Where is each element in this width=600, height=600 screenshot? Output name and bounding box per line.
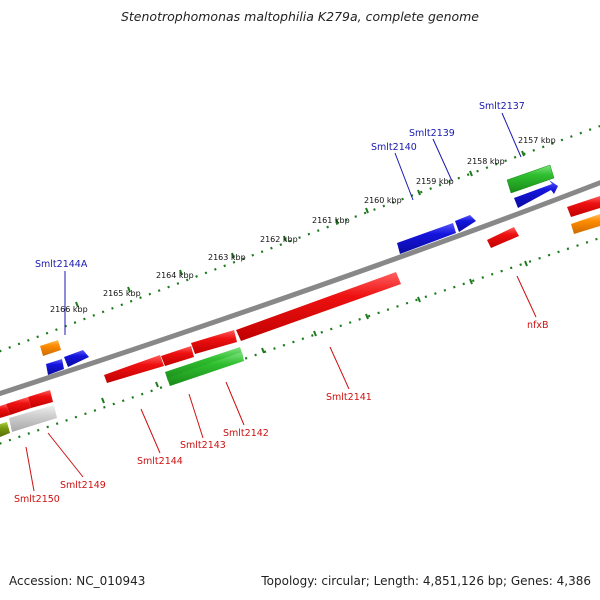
tick-label-2158: 2158 kbp	[467, 157, 505, 166]
gene-feature[interactable]	[455, 215, 476, 232]
gene-feature[interactable]	[0, 422, 10, 437]
tick-label-2161: 2161 kbp	[312, 216, 350, 225]
reverse-tick-track	[0, 236, 600, 445]
gene-feature[interactable]	[236, 272, 401, 341]
gene-label-smlt2140[interactable]: Smlt2140	[371, 142, 417, 153]
gene-feature[interactable]	[567, 196, 600, 217]
gene-label-smlt2150[interactable]: Smlt2150	[14, 494, 60, 505]
gene-feature[interactable]	[487, 227, 519, 248]
gene-feature[interactable]	[0, 404, 10, 418]
gene-feature[interactable]	[397, 223, 456, 254]
tick-label-2159: 2159 kbp	[416, 177, 454, 186]
tick-label-2160: 2160 kbp	[364, 196, 402, 205]
gene-feature[interactable]	[161, 346, 194, 366]
gene-feature[interactable]	[64, 350, 89, 367]
gene-feature[interactable]	[40, 340, 61, 356]
gene-label-smlt2139[interactable]: Smlt2139	[409, 128, 455, 139]
forward-major-ticks	[75, 150, 525, 308]
gene-label-smlt2141[interactable]: Smlt2141	[326, 392, 372, 403]
genome-summary-text: Topology: circular; Length: 4,851,126 bp…	[261, 574, 591, 588]
gene-feature[interactable]	[506, 164, 555, 194]
gene-feature[interactable]	[6, 397, 31, 415]
gene-feature[interactable]	[167, 352, 244, 386]
reverse-major-ticks	[47, 260, 528, 420]
accession-text: Accession: NC_010943	[9, 574, 146, 588]
gene-feature[interactable]	[28, 390, 53, 408]
gene-label-smlt2142[interactable]: Smlt2142	[223, 428, 269, 439]
gene-label-smlt2144[interactable]: Smlt2144	[137, 456, 183, 467]
gene-label-smlt2144a[interactable]: Smlt2144A	[35, 259, 88, 270]
tick-label-2162: 2162 kbp	[260, 235, 298, 244]
tick-label-2163: 2163 kbp	[208, 253, 246, 262]
gene-feature[interactable]	[46, 359, 64, 375]
reverse-label-leaders	[25, 275, 537, 492]
gene-feature[interactable]	[514, 180, 558, 208]
gene-label-smlt2137[interactable]: Smlt2137	[479, 101, 525, 112]
gene-feature[interactable]	[571, 214, 600, 234]
tick-label-2157: 2157 kbp	[518, 136, 556, 145]
gene-label-smlt2149[interactable]: Smlt2149	[60, 480, 106, 491]
forward-label-leaders	[64, 112, 522, 335]
genome-backbone	[0, 180, 600, 397]
gene-feature[interactable]	[191, 330, 237, 354]
tick-label-2165: 2165 kbp	[103, 289, 141, 298]
gene-feature[interactable]	[104, 355, 164, 383]
tick-label-2166: 2166 kbp	[50, 305, 88, 314]
forward-tick-track	[0, 124, 600, 353]
kbp-tick-labels: 2157 kbp 2158 kbp 2159 kbp 2160 kbp 2161…	[50, 136, 556, 314]
map-title: Stenotrophomonas maltophilia K279a, comp…	[120, 9, 480, 24]
tick-label-2164: 2164 kbp	[156, 271, 194, 280]
gene-feature[interactable]	[9, 405, 57, 432]
gene-label-smlt2143[interactable]: Smlt2143	[180, 440, 226, 451]
gene-label-nfxb[interactable]: nfxB	[527, 320, 549, 331]
